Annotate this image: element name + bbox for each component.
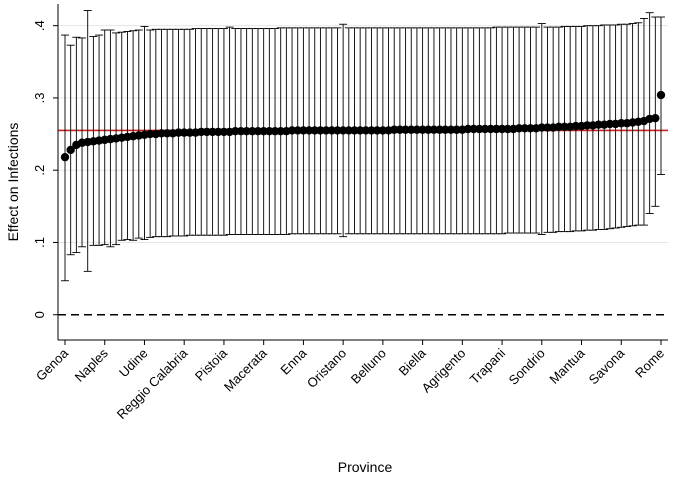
point-estimates [60,90,666,162]
axes [57,4,668,341]
y-tick-label: .2 [32,165,47,176]
y-axis-label: Effect on Infections [5,123,21,242]
y-tick-label: .3 [32,93,47,104]
data-point [656,90,666,100]
gridlines [58,25,668,243]
y-ticks: 0 .1 .2 .3 .4 [32,20,58,318]
y-tick-label: .4 [32,20,47,31]
y-tick-label: .1 [32,237,47,248]
data-point [66,145,75,155]
y-tick-label: 0 [32,311,47,318]
data-point [651,113,660,123]
error-bar [645,12,654,214]
x-axis-label: Province [338,459,393,475]
data-point [60,152,70,162]
